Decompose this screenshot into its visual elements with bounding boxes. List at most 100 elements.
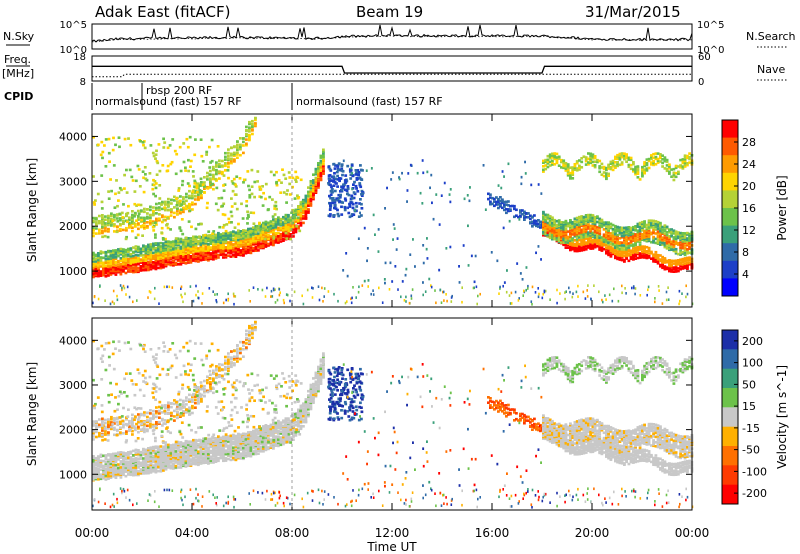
power-cell — [184, 262, 188, 265]
power-cell — [535, 219, 538, 223]
power-cell — [224, 246, 228, 249]
power-cell — [571, 233, 575, 236]
power-cell — [292, 218, 295, 221]
power-cell — [531, 303, 533, 306]
power-cell — [191, 190, 195, 193]
power-cell — [135, 204, 138, 207]
power-cell — [350, 194, 354, 198]
power-cell — [495, 196, 498, 199]
power-cell — [101, 235, 104, 239]
power-cell — [142, 258, 145, 261]
power-cell — [650, 231, 653, 235]
power-cell — [515, 214, 518, 217]
power-cell — [575, 231, 579, 235]
power-cell — [632, 234, 635, 237]
power-cell — [643, 171, 646, 175]
power-cell — [259, 245, 263, 249]
power-cell — [627, 248, 631, 252]
power-cell — [129, 143, 133, 147]
power-cell — [169, 214, 173, 217]
velocity-cell — [102, 454, 105, 458]
power-cell — [560, 235, 563, 239]
power-cell — [307, 186, 310, 189]
velocity-cell — [142, 457, 145, 460]
power-cell — [672, 237, 676, 241]
power-cell — [327, 182, 330, 185]
power-cell — [258, 195, 262, 198]
power-cell — [668, 172, 671, 175]
power-cell — [162, 244, 165, 248]
power-cell — [254, 236, 258, 240]
power-cell — [688, 232, 691, 236]
power-cell — [139, 259, 143, 263]
power-cell — [584, 158, 588, 161]
power-cell — [668, 245, 671, 249]
power-cell — [566, 163, 570, 166]
power-cell — [527, 216, 530, 219]
power-cell — [177, 249, 180, 252]
power-cell — [178, 227, 182, 230]
power-cell — [544, 225, 548, 229]
velocity-cell — [122, 464, 125, 467]
power-cell — [681, 232, 685, 235]
velocity-cell — [154, 456, 158, 459]
power-cell — [620, 250, 624, 254]
power-cell — [200, 222, 203, 226]
power-cell — [659, 221, 662, 225]
power-cell — [301, 200, 305, 203]
power-cell — [650, 163, 653, 166]
power-cell — [209, 182, 212, 185]
power-cell — [134, 260, 138, 264]
power-cell — [132, 256, 135, 259]
power-cell — [538, 221, 541, 224]
power-cell — [124, 266, 128, 270]
power-cell — [233, 226, 237, 229]
power-cell — [136, 233, 140, 237]
power-cell — [222, 238, 225, 241]
power-cell — [349, 201, 353, 204]
power-cell — [204, 246, 208, 249]
power-cell — [632, 228, 635, 232]
power-cell — [154, 186, 158, 190]
power-cell — [661, 236, 664, 239]
power-cell — [524, 160, 526, 164]
power-cell — [158, 206, 161, 209]
power-cell — [302, 217, 305, 220]
power-cell — [564, 167, 568, 170]
power-cell — [222, 184, 225, 187]
power-cell — [569, 224, 572, 227]
power-cell — [212, 239, 215, 243]
power-cell — [230, 146, 233, 149]
power-cell — [229, 252, 233, 255]
power-cell — [132, 262, 135, 266]
power-cell — [191, 196, 194, 200]
power-cell — [169, 228, 172, 231]
power-cell — [634, 292, 636, 296]
power-cell — [322, 155, 325, 159]
power-cell — [647, 219, 651, 222]
power-cell — [449, 245, 452, 249]
power-cell — [403, 299, 406, 302]
power-cell — [152, 254, 155, 258]
velocity-cell — [134, 457, 138, 460]
power-cell — [208, 173, 212, 176]
velocity-cell — [109, 474, 113, 478]
power-cell — [149, 256, 153, 259]
power-cell — [254, 233, 258, 237]
power-cell — [311, 286, 313, 290]
power-cell — [409, 163, 412, 167]
velocity-cell — [122, 460, 125, 464]
power-cell — [638, 256, 642, 259]
velocity-cell — [99, 453, 103, 457]
power-cell — [297, 226, 300, 230]
power-cell — [98, 214, 101, 218]
power-cell — [114, 255, 118, 259]
power-cell — [618, 163, 622, 167]
power-cell — [587, 163, 590, 166]
power-cell — [548, 232, 552, 236]
power-cell — [344, 181, 348, 184]
power-cell — [654, 237, 658, 241]
power-cell — [665, 164, 669, 167]
power-cell — [517, 299, 520, 302]
power-cell — [354, 173, 358, 176]
